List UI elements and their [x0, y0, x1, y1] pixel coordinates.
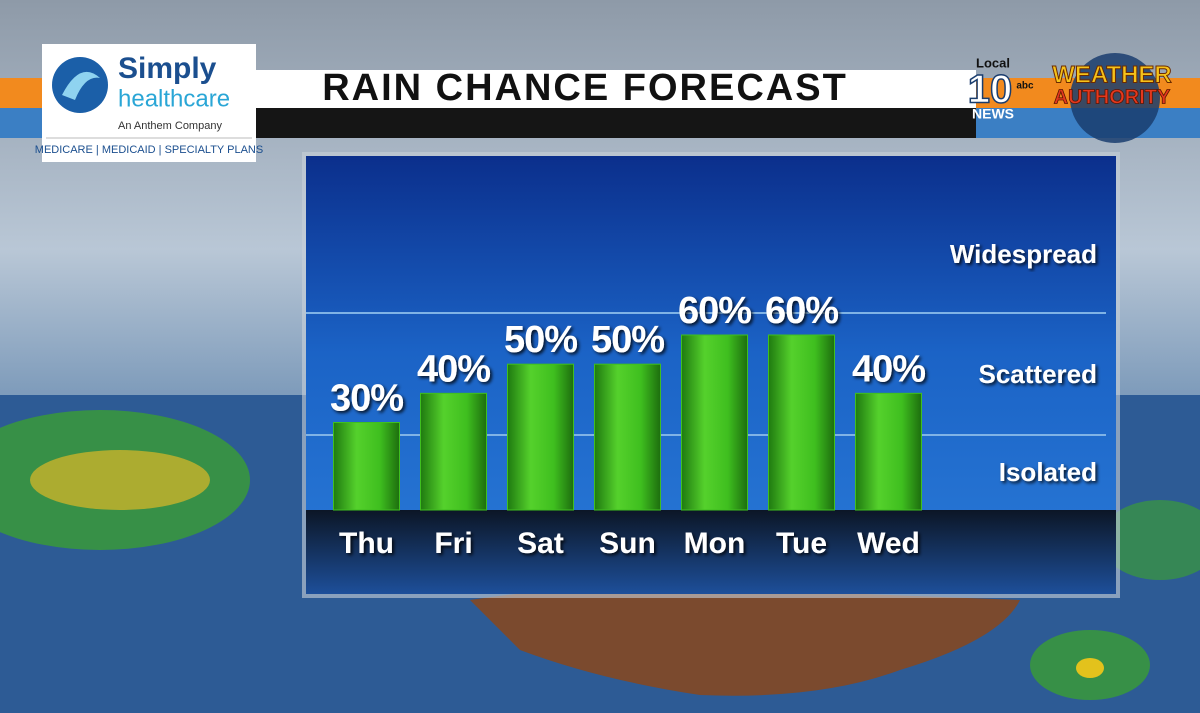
title-underbar — [256, 108, 976, 138]
value-label: 60% — [765, 290, 838, 332]
x-tick-label: Mon — [684, 527, 746, 560]
band-label: Widespread — [950, 239, 1097, 269]
band-label: Isolated — [999, 457, 1097, 487]
radar — [1076, 658, 1104, 678]
radar — [1100, 500, 1200, 580]
value-label: 50% — [504, 319, 577, 361]
chart-title: RAIN CHANCE FORECAST — [322, 67, 848, 109]
sponsor-tagline: An Anthem Company — [118, 120, 222, 132]
station-number: 10 — [968, 68, 1013, 112]
bar — [594, 363, 661, 511]
value-label: 40% — [852, 348, 925, 390]
band-label: Scattered — [979, 359, 1098, 389]
sponsor-name: Simply — [118, 52, 217, 85]
plot: 30% Thu 40% Fri 50% Sat 50% Sun 60% Mon 60% Tue 40% W… — [330, 290, 926, 560]
x-tick-label: Fri — [434, 527, 472, 560]
axis-strip — [306, 510, 1116, 594]
x-tick-label: Sat — [517, 527, 564, 560]
value-label: 60% — [678, 290, 751, 332]
value-label: 30% — [330, 378, 403, 420]
bar — [507, 363, 574, 511]
x-tick-label: Wed — [857, 527, 920, 560]
sponsor-plans: MEDICARE | MEDICAID | SPECIALTY PLANS — [35, 144, 263, 156]
x-tick-label: Tue — [776, 527, 827, 560]
value-label: 50% — [591, 319, 664, 361]
bar — [420, 392, 487, 511]
station-brand: WEATHER — [1052, 61, 1172, 88]
land — [470, 586, 1020, 696]
value-label: 40% — [417, 348, 490, 390]
bar — [768, 334, 835, 511]
x-tick-label: Sun — [599, 527, 656, 560]
station-brand: AUTHORITY — [1054, 86, 1171, 108]
station-news: NEWS — [972, 106, 1014, 122]
bar — [855, 392, 922, 511]
sponsor-name: healthcare — [118, 85, 230, 112]
title-bar — [256, 70, 976, 108]
station-local: Local — [976, 55, 1010, 70]
station-network: abc — [1016, 81, 1034, 92]
sponsor-icon — [62, 71, 100, 100]
x-tick-label: Thu — [339, 527, 394, 560]
bar — [681, 334, 748, 511]
station-emblem — [1070, 53, 1160, 143]
bar — [333, 422, 400, 511]
radar — [30, 450, 210, 510]
